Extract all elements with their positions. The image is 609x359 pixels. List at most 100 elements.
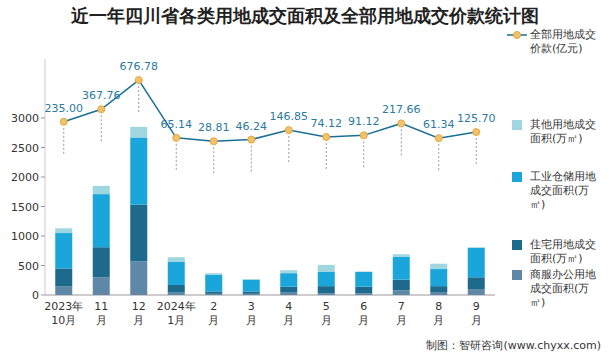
legend-label: 全部用地成交价款(亿元) (530, 28, 602, 56)
legend-label: 其他用地成交面积(万㎡) (530, 118, 602, 146)
line-marker (473, 129, 480, 136)
legend-swatch (512, 172, 522, 182)
y-tick (41, 236, 45, 237)
data-label: 46.24 (236, 120, 268, 133)
data-label: 28.81 (198, 121, 230, 134)
bar (430, 264, 447, 269)
line-marker (210, 138, 217, 145)
drop-line (251, 146, 252, 172)
bar (205, 291, 222, 293)
line-marker (135, 77, 142, 84)
chart: 0500100015002000250030002023年10月11月12月20… (0, 0, 609, 359)
x-tick-label-line: 月 (433, 314, 444, 327)
bar (430, 286, 447, 292)
x-tick-label-line: 11 (94, 300, 108, 313)
data-label: 91.12 (348, 115, 380, 128)
bar (168, 285, 185, 293)
bar (468, 247, 485, 249)
bar (318, 293, 335, 295)
data-label: 65.14 (161, 118, 193, 131)
x-tick-label-line: 月 (358, 314, 369, 327)
drop-line (326, 143, 327, 169)
x-tick-label-line: 2023年 (44, 300, 83, 313)
y-tick (41, 147, 45, 148)
bar (468, 248, 485, 277)
x-tick-label-line: 月 (208, 314, 219, 327)
y-tick (41, 265, 45, 266)
y-tick-label: 1000 (11, 230, 39, 243)
x-tick-label-line: 月 (471, 314, 482, 327)
data-label: 74.12 (311, 117, 343, 130)
line-marker (360, 132, 367, 139)
bar (55, 233, 72, 268)
data-label: 146.85 (270, 110, 309, 123)
y-tick (41, 295, 45, 296)
drop-line (213, 147, 214, 173)
legend-label: 工业仓储用地成交面积(万㎡) (530, 170, 602, 212)
bar (168, 257, 185, 262)
drop-line (476, 138, 477, 164)
bar (243, 280, 260, 292)
bar (280, 273, 297, 287)
bar (430, 292, 447, 295)
plot (55, 77, 485, 295)
y-tick-label: 500 (18, 260, 39, 273)
y-tick (41, 177, 45, 178)
bar (355, 293, 372, 295)
line-marker (435, 135, 442, 142)
legend-swatch (512, 270, 522, 280)
x-tick-label-line: 9 (473, 300, 480, 313)
x-tick-label-line: 月 (133, 314, 144, 327)
x-tick-label: 2023年10月 (44, 300, 83, 327)
bar (393, 280, 410, 291)
bar (205, 273, 222, 275)
data-label: 367.76 (82, 89, 121, 102)
line-marker (60, 118, 67, 125)
bar (355, 271, 372, 273)
drop-line (138, 86, 139, 112)
line-marker (98, 106, 105, 113)
drop-line (438, 144, 439, 170)
x-tick-label-line: 月 (321, 314, 332, 327)
x-tick-label-line: 3 (248, 300, 255, 313)
x-tick-label: 3月 (246, 300, 257, 327)
x-tick-label-line: 2 (210, 300, 217, 313)
bar (393, 290, 410, 295)
x-tick-label-line: 月 (396, 314, 407, 327)
x-tick-label: 6月 (358, 300, 369, 327)
drop-line (176, 144, 177, 170)
x-tick-label-line: 月 (246, 314, 257, 327)
bar (130, 205, 147, 262)
bar (205, 294, 222, 295)
bar (130, 137, 147, 204)
y-tick-label: 1500 (11, 201, 39, 214)
bar (468, 289, 485, 295)
bar (393, 257, 410, 280)
source: 制图：智研咨询(www.chyxx.com) (426, 338, 601, 353)
x-tick-label: 4月 (283, 300, 294, 327)
data-label: 125.70 (457, 112, 496, 125)
x-tick-label: 2024年1月 (157, 300, 196, 327)
line-marker (285, 127, 292, 134)
bar (93, 247, 110, 277)
bar (55, 228, 72, 233)
bar (355, 272, 372, 287)
legend-swatch (512, 240, 522, 250)
bar (130, 127, 147, 138)
x-tick-label-line: 7 (398, 300, 405, 313)
x-tick-label-line: 6 (360, 300, 367, 313)
drop-line (401, 129, 402, 155)
bar (280, 287, 297, 293)
line-marker (248, 136, 255, 143)
x-tick-label-line: 10月 (51, 314, 76, 327)
bar (243, 294, 260, 295)
x-tick-label-line: 月 (283, 314, 294, 327)
x-tick-label-line: 12 (132, 300, 146, 313)
bar (468, 277, 485, 289)
y-tick (41, 118, 45, 119)
x-tick-label-line: 5 (323, 300, 330, 313)
bar (393, 254, 410, 256)
bar (280, 270, 297, 273)
legend-label: 商服办公用地成交面积(万㎡) (530, 268, 602, 310)
bar (243, 291, 260, 293)
